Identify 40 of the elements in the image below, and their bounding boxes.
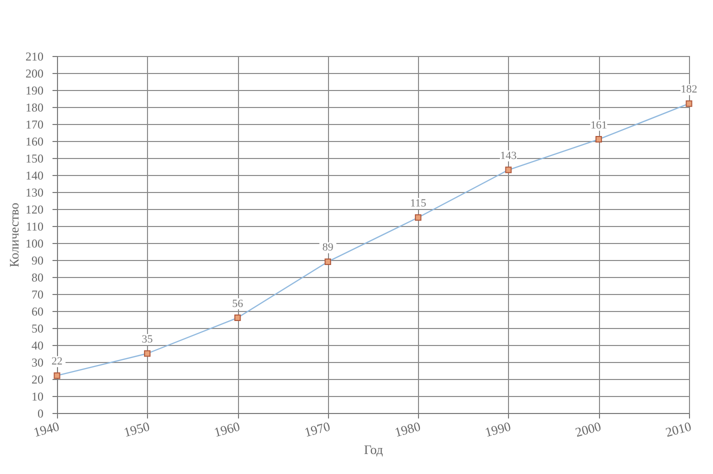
y-tick-label: 70 xyxy=(32,288,44,302)
data-label: 161 xyxy=(590,119,607,132)
y-tick-label: 30 xyxy=(32,356,44,370)
data-label: 143 xyxy=(500,150,518,162)
y-tick-label: 100 xyxy=(26,236,44,250)
data-label: 56 xyxy=(232,298,244,310)
data-label: 89 xyxy=(322,242,334,254)
y-tick-label: 160 xyxy=(26,134,44,148)
x-tick-label: 1950 xyxy=(122,418,152,440)
y-axis-title: Количество xyxy=(6,202,22,268)
data-label: 35 xyxy=(142,334,154,346)
x-axis-title: Год xyxy=(364,442,384,457)
y-tick-label: 150 xyxy=(26,152,44,166)
y-tick-label: 90 xyxy=(32,254,44,268)
x-tick-label: 1970 xyxy=(302,418,332,440)
x-tick-label: 1940 xyxy=(32,418,61,440)
x-tick-label: 1980 xyxy=(393,418,422,440)
y-tick-label: 190 xyxy=(26,84,44,98)
y-tick-label: 0 xyxy=(38,406,44,420)
y-tick-label: 210 xyxy=(26,50,44,64)
x-tick-label: 1960 xyxy=(212,418,242,440)
y-tick-label: 140 xyxy=(26,168,44,182)
y-tick-label: 40 xyxy=(32,338,44,352)
y-tick-label: 10 xyxy=(32,390,44,404)
y-tick-label: 80 xyxy=(32,270,44,284)
y-tick-label: 50 xyxy=(32,322,44,336)
data-label: 22 xyxy=(52,356,62,368)
y-tick-label: 110 xyxy=(26,220,44,234)
y-tick-label: 60 xyxy=(32,304,44,318)
y-tick-label: 200 xyxy=(26,66,44,80)
y-tick-label: 130 xyxy=(26,186,44,200)
x-tick-label: 1990 xyxy=(483,418,512,440)
data-label: 182 xyxy=(680,84,698,96)
data-label: 115 xyxy=(410,198,427,210)
y-tick-label: 20 xyxy=(32,372,44,386)
x-tick-label: 2000 xyxy=(574,418,603,440)
y-tick-label: 120 xyxy=(26,202,44,216)
y-tick-label: 170 xyxy=(26,118,44,132)
y-tick-label: 180 xyxy=(26,100,44,114)
x-tick-label: 2010 xyxy=(664,418,693,440)
